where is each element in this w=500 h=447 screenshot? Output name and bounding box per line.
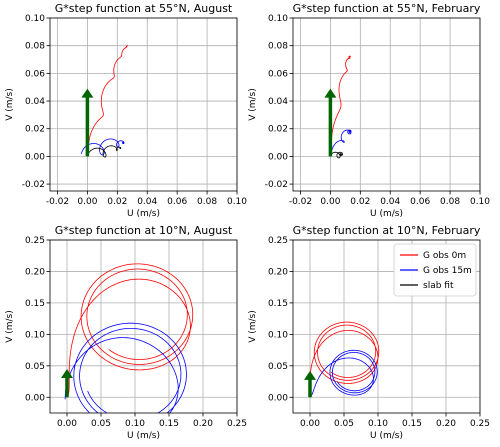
y-tick-label: 0.05 [268,362,288,372]
y-tick-label: 0.02 [268,125,288,135]
x-tick-label: 0.20 [436,419,456,429]
x-tick-label: 0.02 [107,197,127,207]
x-tick-label: -0.02 [46,197,69,207]
x-tick-label: 0.02 [350,197,370,207]
x-tick-label: 0.10 [227,197,247,207]
panel-2: -0.02 0.00 0.02 0.04 0.06 0.08 0.10 -0.02 0.00 0.… [248,2,490,219]
wind-arrow-head [61,368,73,378]
x-axis-label: U (m/s) [127,209,160,219]
y-tick-label: 0.04 [25,97,45,107]
x-tick-label: 0.00 [300,419,320,429]
wind-arrow-head [324,88,337,98]
x-tick-label: 0.10 [125,419,145,429]
series-line-g-obs-15m [309,349,378,398]
y-axis-label: V (m/s) [5,310,15,343]
series-line-g-obs-15m [64,322,187,413]
series-line-g-obs-0m [87,45,129,157]
panel-data [61,263,194,413]
plot-frame [292,17,481,192]
series-line-slab-fit [87,145,122,158]
legend-entry: G obs 0m [423,251,466,261]
panel-title: G*step function at 55°N, February [293,2,481,15]
x-tick-label: 0.08 [197,197,217,207]
x-tick-label: 0.08 [440,197,460,207]
y-tick-label: 0.20 [268,267,288,277]
y-tick-label: 0.10 [268,330,288,340]
panel-3: 0.00 0.05 0.10 0.15 0.20 0.25 0.00 0.05 0.10 0.15… [5,224,247,441]
y-axis-label: V (m/s) [5,88,15,121]
x-tick-label: 0.00 [57,419,77,429]
y-tick-label: 0.04 [268,97,288,107]
x-tick-label: 0.04 [137,197,157,207]
series-line-g-obs-0m [66,263,194,398]
x-axis-label: U (m/s) [127,431,160,441]
plot-frame [49,17,238,192]
y-tick-label: 0.00 [268,393,288,403]
series-line-g-obs-0m [330,55,351,157]
x-tick-label: 0.25 [470,419,490,429]
x-tick-label: 0.05 [334,419,354,429]
x-tick-label: 0.06 [167,197,187,207]
y-tick-label: 0.10 [25,330,45,340]
x-tick-label: -0.02 [289,197,312,207]
plot-frame [49,239,238,414]
x-axis-label: U (m/s) [370,431,403,441]
panel-1: -0.02 0.00 0.02 0.04 0.06 0.08 0.10 -0.02 0.00 0.… [5,2,247,219]
y-axis-label: V (m/s) [248,88,258,121]
x-tick-label: 0.25 [227,419,247,429]
x-tick-label: 0.04 [380,197,400,207]
panel-4: 0.00 0.05 0.10 0.15 0.20 0.25 0.00 0.05 0.10 0.15… [248,224,490,441]
series-line-g-obs-0m [309,321,380,398]
x-tick-label: 0.10 [368,419,388,429]
wind-arrow-head [304,370,316,380]
y-tick-label: -0.02 [22,180,45,190]
x-tick-label: 0.15 [159,419,179,429]
panel-data [304,321,380,398]
y-tick-label: 0.08 [268,42,288,52]
x-tick-label: 0.15 [402,419,422,429]
y-tick-label: 0.02 [25,125,45,135]
panel-data [81,45,129,158]
y-tick-label: 0.06 [268,69,288,79]
series-line-g-obs-15m [330,129,352,157]
panel-title: G*step function at 55°N, August [55,2,233,15]
x-axis-label: U (m/s) [370,209,403,219]
wind-arrow-head [81,88,94,98]
y-tick-label: 0.25 [268,236,288,246]
x-tick-label: 0.00 [320,197,340,207]
y-tick-label: 0.00 [25,152,45,162]
panel-title: G*step function at 10°N, August [55,224,233,237]
series-line-slab-fit [329,151,343,159]
x-tick-label: 0.06 [410,197,430,207]
legend-box [393,243,477,297]
legend-entry: G obs 15m [423,266,472,276]
y-tick-label: 0.15 [268,299,288,309]
y-tick-label: 0.00 [268,152,288,162]
y-tick-label: 0.06 [25,69,45,79]
y-tick-label: 0.10 [25,14,45,24]
y-tick-label: -0.02 [265,180,288,190]
y-axis-label: V (m/s) [248,310,258,343]
y-tick-label: 0.20 [25,267,45,277]
y-tick-label: 0.10 [268,14,288,24]
panel-title: G*step function at 10°N, February [293,224,481,237]
y-tick-label: 0.05 [25,362,45,372]
y-tick-label: 0.25 [25,236,45,246]
x-tick-label: 0.05 [91,419,111,429]
x-tick-label: 0.00 [77,197,97,207]
panel-data [324,55,352,159]
y-tick-label: 0.15 [25,299,45,309]
x-tick-label: 0.20 [193,419,213,429]
y-tick-label: 0.00 [25,393,45,403]
legend-entry: slab fit [423,281,454,291]
x-tick-label: 0.10 [470,197,490,207]
plot-frame [292,239,481,414]
legend: G obs 0m G obs 15m slab fit [393,243,477,297]
y-tick-label: 0.08 [25,42,45,52]
